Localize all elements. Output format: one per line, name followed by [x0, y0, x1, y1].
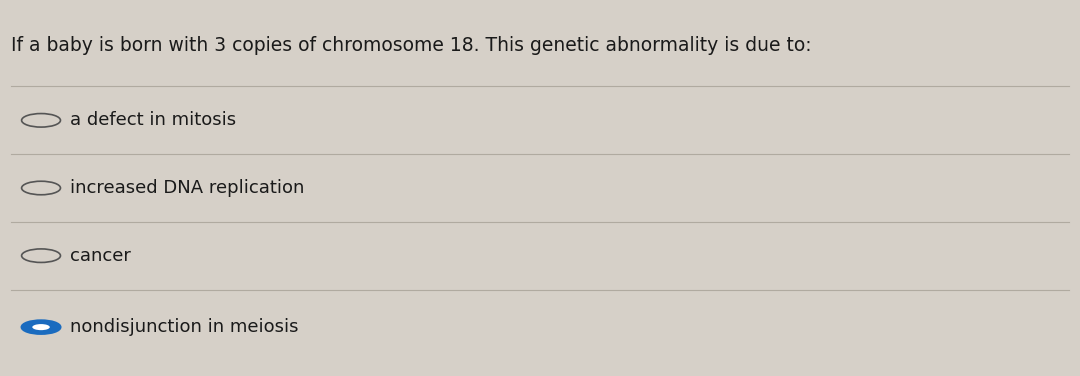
Text: nondisjunction in meiosis: nondisjunction in meiosis: [70, 318, 299, 336]
Circle shape: [32, 324, 50, 330]
Text: If a baby is born with 3 copies of chromosome 18. This genetic abnormality is du: If a baby is born with 3 copies of chrom…: [11, 36, 811, 55]
Text: a defect in mitosis: a defect in mitosis: [70, 111, 237, 129]
Text: cancer: cancer: [70, 247, 131, 265]
Text: increased DNA replication: increased DNA replication: [70, 179, 305, 197]
Circle shape: [22, 320, 60, 334]
